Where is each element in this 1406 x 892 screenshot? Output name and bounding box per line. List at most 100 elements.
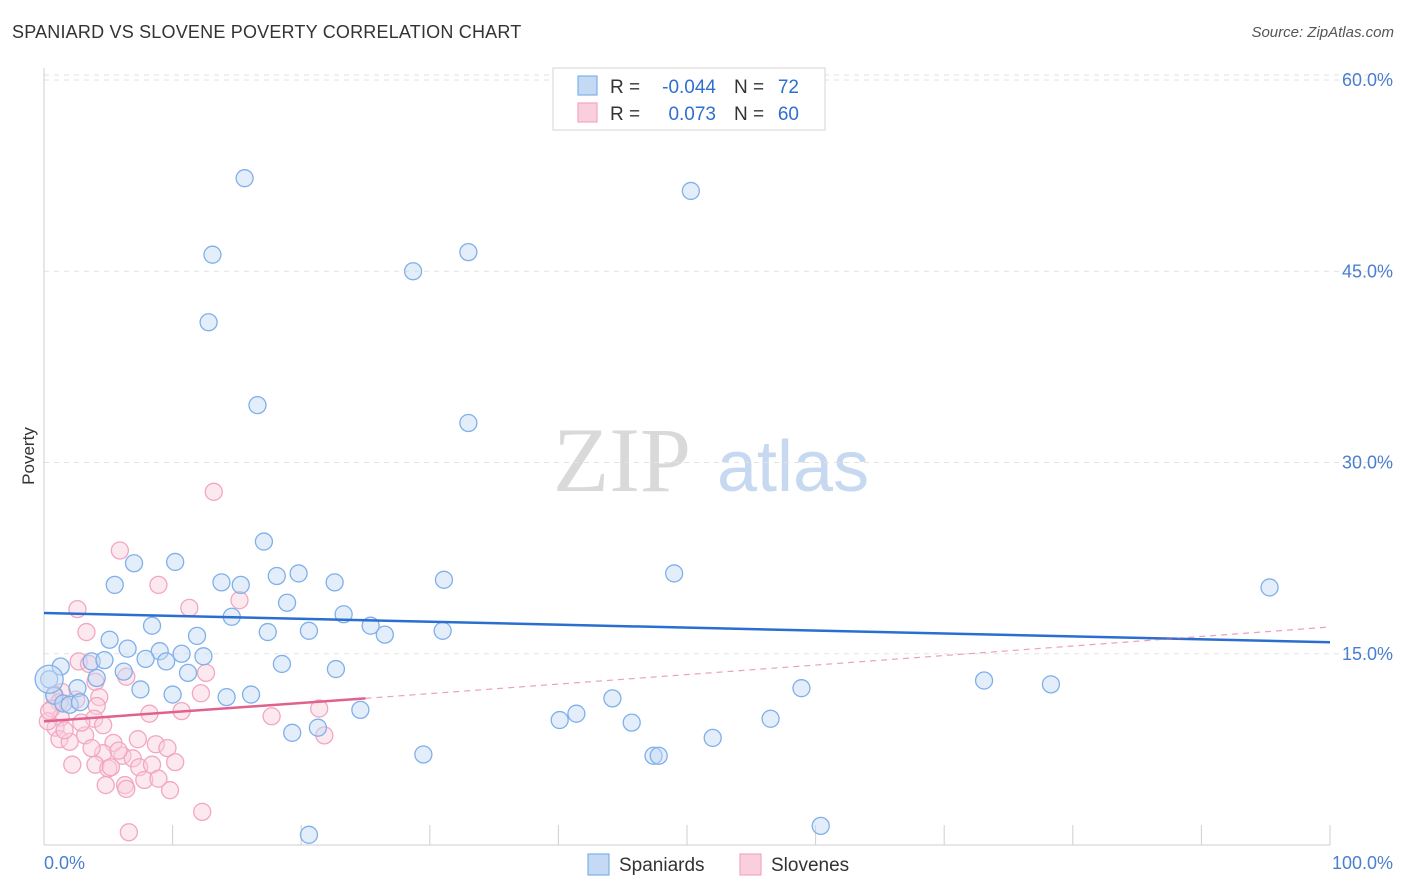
legend-r-value-slovenes: 0.073 (668, 104, 716, 125)
x-tick-label-100: 100.0% (1332, 853, 1393, 873)
spaniard-point-41 (178, 663, 198, 683)
legend-box (552, 67, 826, 131)
spaniard-point-2 (459, 242, 478, 262)
x-tick-label-0: 0.0% (44, 853, 85, 873)
slovene-point-57 (82, 738, 101, 758)
spaniard-point-53 (1041, 675, 1061, 694)
slovene-point-26 (94, 716, 113, 735)
spaniard-point-6 (248, 395, 267, 415)
y-tick-labels: 15.0% 30.0% 45.0% 60.0% (1342, 70, 1393, 664)
series-slovenes-points (38, 482, 334, 842)
y-tick-label-45: 45.0% (1342, 261, 1393, 281)
axes (43, 68, 1331, 846)
spaniard-point-29 (433, 621, 452, 640)
spaniard-point-17 (434, 570, 454, 589)
spaniard-point-34 (194, 647, 213, 666)
spaniard-point-1 (203, 245, 222, 264)
spaniard-point-46 (68, 679, 87, 698)
trend-line-spaniards (43, 611, 1331, 644)
spaniard-point-7 (459, 413, 478, 433)
legend-n-label-slovenes: N = (734, 104, 764, 125)
legend-r-value-spaniards: -0.044 (662, 77, 716, 98)
spaniard-point-33 (172, 644, 191, 663)
spaniard-point-48 (163, 685, 182, 704)
slovene-point-17 (191, 684, 211, 703)
spaniard-point-31 (118, 639, 137, 658)
legend-n-value-slovenes: 60 (778, 104, 799, 125)
slovene-point-55 (55, 721, 74, 740)
spaniard-point-18 (664, 564, 684, 583)
slovene-point-33 (146, 735, 166, 754)
bottom-legend-swatch-spaniards (587, 853, 610, 876)
legend-swatch-spaniards (577, 75, 598, 96)
spaniard-point-9 (166, 552, 185, 572)
spaniard-point-49 (217, 687, 236, 707)
spaniard-point-42 (272, 654, 292, 674)
spaniard-point-47 (131, 680, 150, 699)
legend-r-label-slovenes: R = (610, 104, 640, 125)
spaniard-point-59 (351, 700, 370, 719)
slovene-point-56 (72, 713, 91, 732)
slovene-point-38 (123, 749, 142, 768)
trend-line-slovenes (43, 697, 366, 723)
spaniard-cluster-point (34, 664, 64, 694)
spaniard-point-62 (622, 713, 641, 732)
y-tick-label-15: 15.0% (1342, 644, 1393, 664)
slovene-point-58 (109, 741, 128, 760)
spaniard-point-24 (142, 616, 162, 635)
grid-lines (44, 74, 1393, 655)
slovene-point-53 (119, 823, 139, 842)
spaniard-point-68 (644, 746, 663, 765)
source-label: Source: ZipAtlas.com (1251, 24, 1394, 41)
slovene-point-2 (149, 575, 168, 595)
spaniard-point-51 (603, 689, 622, 708)
spaniard-point-38 (95, 650, 114, 670)
slovene-point-46 (135, 770, 154, 790)
slovene-point-6 (77, 622, 96, 642)
trend-lines (43, 611, 1331, 723)
slovene-point-32 (128, 730, 148, 749)
spaniard-point-19 (1260, 578, 1279, 597)
slovene-point-52 (193, 802, 212, 821)
spaniard-point-14 (267, 566, 286, 586)
spaniard-point-71 (811, 816, 830, 836)
y-axis-label: Poverty (19, 427, 38, 485)
spaniard-point-11 (105, 575, 124, 595)
slovene-point-25 (310, 699, 329, 718)
legend-r-label-spaniards: R = (610, 77, 640, 98)
bottom-legend-label-slovenes: Slovenes (771, 855, 849, 876)
spaniard-point-52 (974, 671, 994, 690)
spaniard-point-61 (550, 710, 569, 730)
spaniard-point-28 (375, 625, 394, 644)
legend-n-label-spaniards: N = (734, 77, 764, 98)
slovene-point-39 (166, 752, 185, 772)
slovene-point-1 (110, 541, 130, 560)
spaniard-point-10 (124, 554, 144, 573)
slovene-point-48 (96, 775, 115, 795)
spaniard-point-30 (100, 630, 119, 649)
legend-swatch-slovenes (577, 102, 598, 123)
correlation-legend: R = -0.044 N = 72 R = 0.073 N = 60 (552, 67, 826, 131)
spaniard-point-0 (235, 169, 254, 188)
spaniard-point-32 (150, 642, 169, 661)
spaniard-point-25 (187, 626, 207, 646)
spaniard-point-8 (254, 532, 274, 551)
spaniard-point-36 (136, 649, 155, 668)
spaniard-point-26 (258, 622, 277, 642)
slovene-point-34 (158, 738, 177, 758)
spaniard-point-64 (308, 718, 328, 737)
slovene-point-51 (160, 781, 180, 800)
watermark-atlas: atlas (717, 427, 869, 507)
spaniard-point-58 (70, 693, 90, 712)
spaniard-point-13 (231, 575, 250, 595)
spaniard-point-12 (212, 573, 231, 592)
watermark-zip: ZIP (553, 409, 691, 511)
slovene-point-24 (262, 707, 281, 726)
slovene-point-10 (117, 667, 136, 686)
spaniard-point-20 (277, 593, 297, 612)
spaniard-point-69 (649, 746, 668, 765)
slovene-point-5 (180, 598, 199, 617)
chart-title: SPANIARD VS SLOVENE POVERTY CORRELATION … (12, 22, 522, 42)
spaniard-point-35 (157, 652, 176, 671)
